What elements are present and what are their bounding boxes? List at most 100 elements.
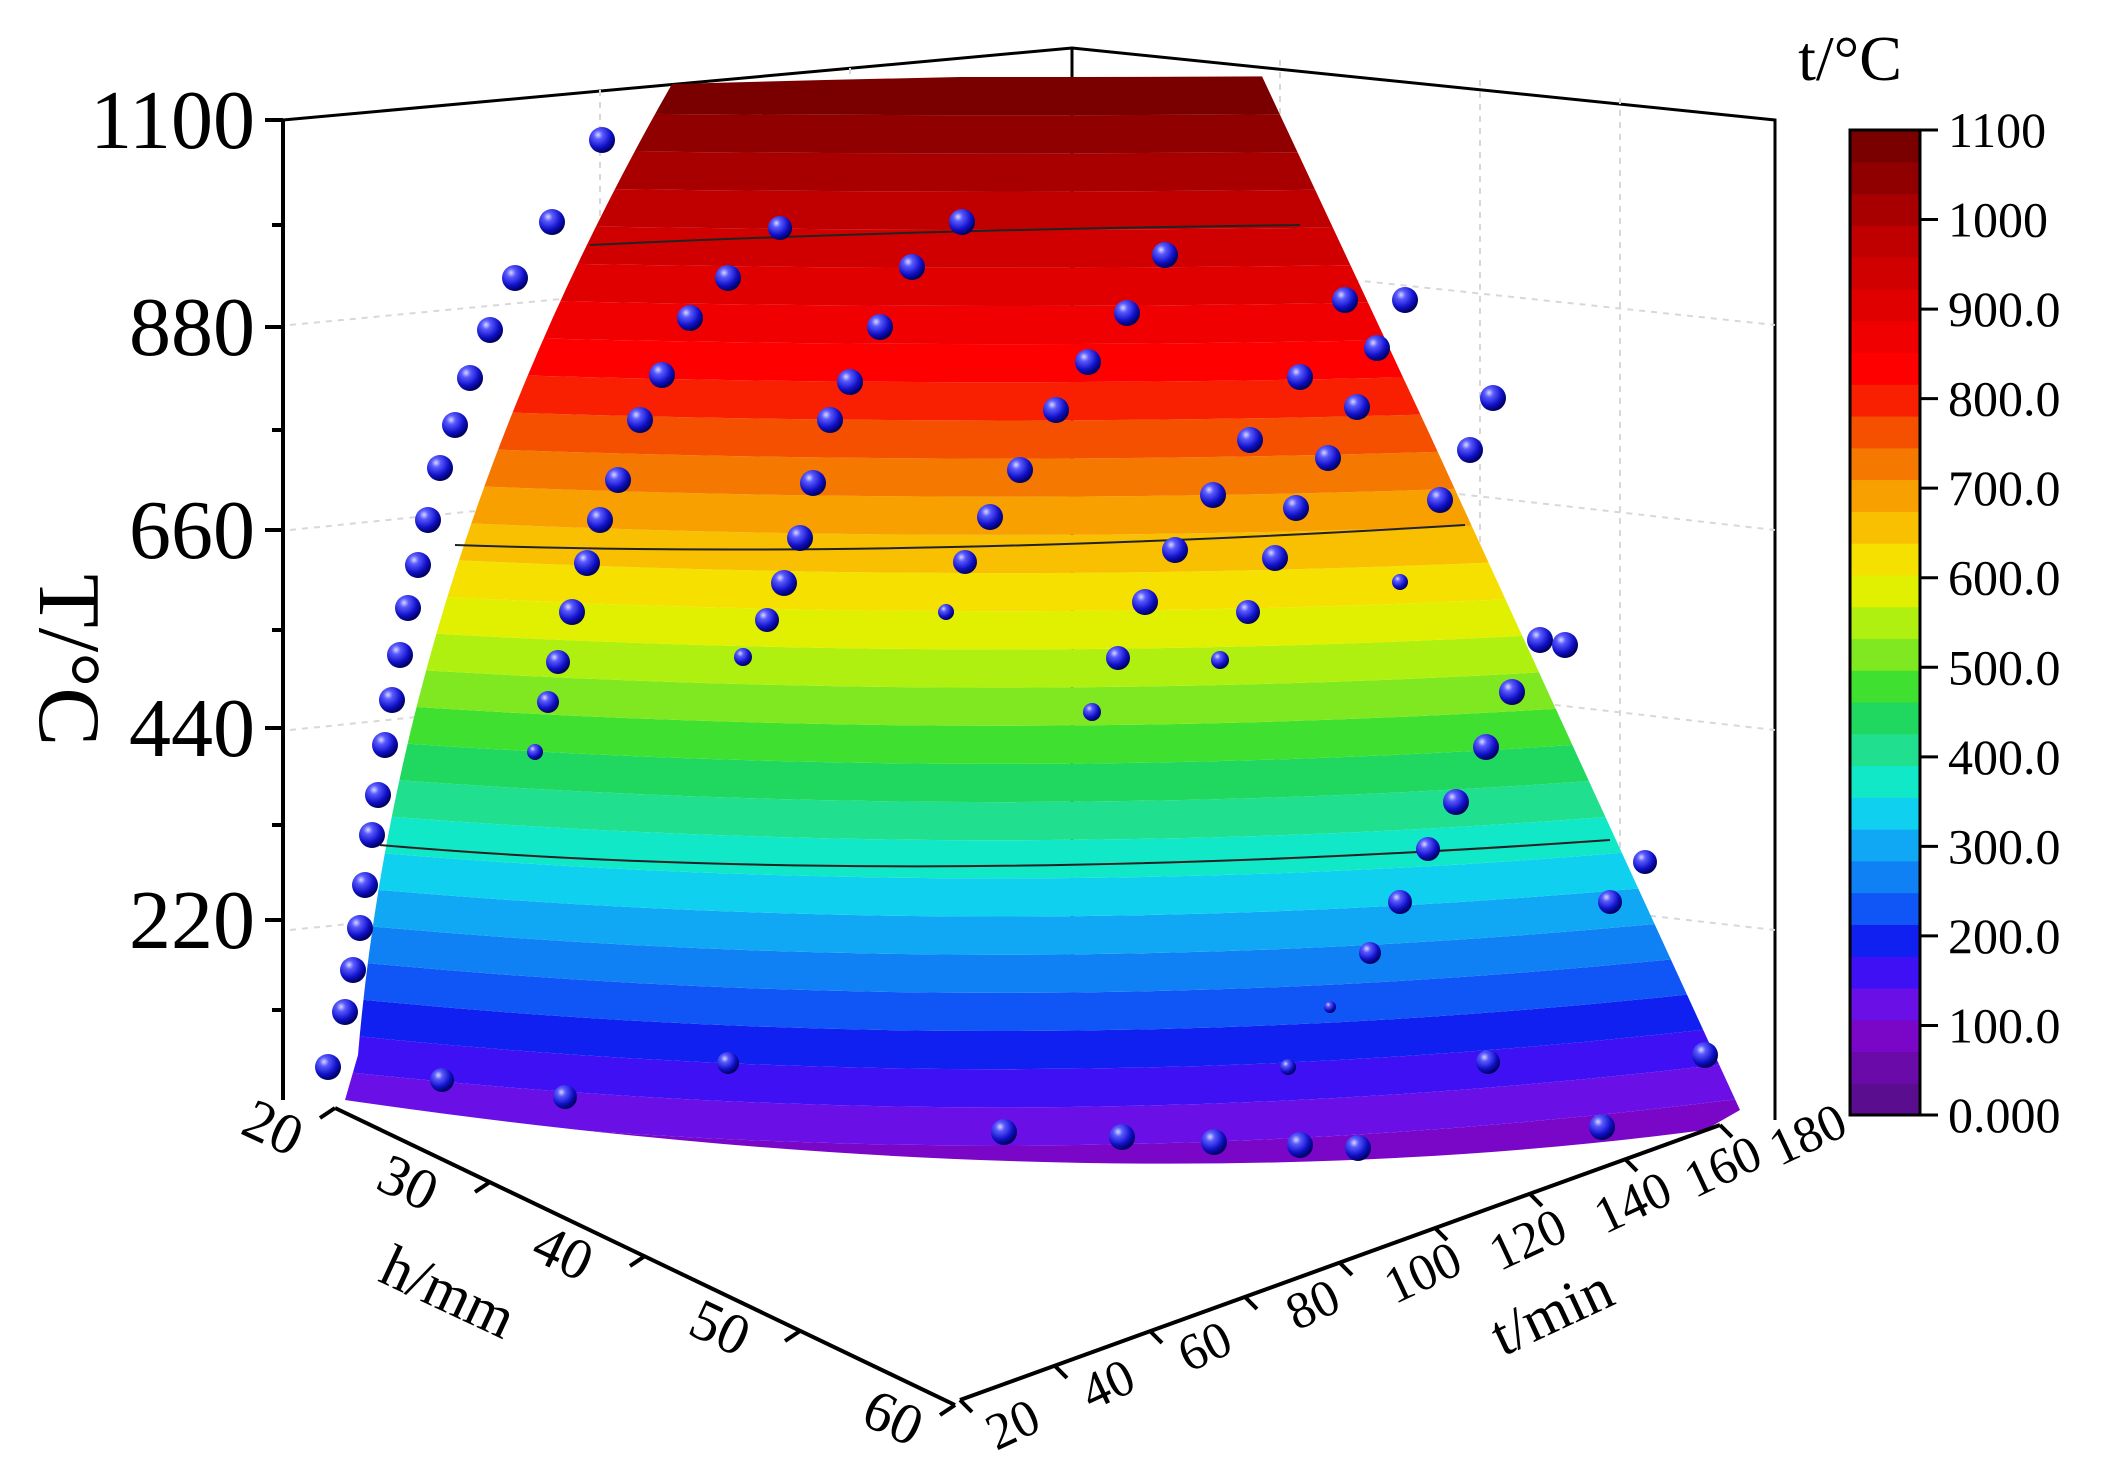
colorbar-band	[1850, 320, 1920, 354]
data-point	[1106, 646, 1130, 670]
data-point	[1633, 850, 1657, 874]
data-point	[755, 608, 779, 632]
colorbar-band	[1850, 161, 1920, 195]
data-point	[1262, 545, 1288, 571]
data-point	[1152, 242, 1178, 268]
colorbar-band	[1850, 574, 1920, 608]
data-point	[553, 1085, 577, 1109]
data-point	[1392, 574, 1408, 590]
colorbar-title: t/°C	[1798, 23, 1902, 94]
z-tick: 1100	[90, 74, 255, 167]
data-point	[359, 822, 385, 848]
colorbar-band	[1850, 987, 1920, 1021]
data-point	[837, 369, 863, 395]
data-point	[442, 412, 468, 438]
surface-band	[345, 545, 1740, 612]
data-point	[1473, 734, 1499, 760]
colorbar-tick-label: 300.0	[1948, 818, 2061, 874]
data-point	[415, 507, 441, 533]
colorbar-band	[1850, 384, 1920, 417]
colorbar-band	[1850, 892, 1920, 925]
data-point	[574, 550, 600, 576]
data-point	[1201, 1129, 1227, 1155]
colorbar-band	[1850, 701, 1920, 735]
data-point	[1416, 837, 1440, 861]
contour-lines	[379, 224, 1611, 868]
data-point	[365, 782, 391, 808]
data-point	[1162, 537, 1188, 563]
data-point	[1283, 495, 1309, 521]
colorbar-band	[1850, 415, 1920, 449]
colorbar-tick-label: 800.0	[1948, 371, 2061, 427]
data-point	[1237, 427, 1263, 453]
colorbar-band	[1850, 479, 1920, 512]
data-point	[1132, 589, 1158, 615]
data-point	[387, 642, 413, 668]
data-point	[379, 687, 405, 713]
data-point	[677, 305, 703, 331]
data-point	[1392, 287, 1418, 313]
data-point	[537, 691, 559, 713]
data-point	[717, 1052, 739, 1074]
colorbar-tick-label: 500.0	[1948, 639, 2061, 695]
surface-band	[345, 581, 1740, 650]
colorbar-band	[1850, 288, 1920, 322]
colorbar-band	[1850, 797, 1920, 830]
colorbar-ticks: 0.000 100.0 200.0 300.0 400.0 500.0 600.0 700.0…	[1920, 102, 2061, 1143]
colorbar-tick-label: 600.0	[1948, 550, 2061, 606]
surface-band	[345, 1018, 1740, 1108]
data-point	[1007, 457, 1033, 483]
colorbar-band	[1850, 606, 1920, 639]
data-point	[1332, 287, 1358, 313]
data-point	[1315, 445, 1341, 471]
data-point	[867, 314, 893, 340]
colorbar-tick-label: 0.000	[1948, 1087, 2061, 1143]
data-point	[430, 1068, 454, 1092]
colorbar-band	[1850, 1083, 1920, 1116]
colorbar-band	[1850, 1019, 1920, 1053]
z-axis: 1100 880 660 440 220 T/°C	[20, 74, 285, 1100]
data-point	[1480, 385, 1506, 411]
data-point	[605, 467, 631, 493]
data-point	[539, 209, 565, 235]
data-point	[1443, 789, 1469, 815]
colorbar-band	[1850, 543, 1920, 576]
data-point	[734, 648, 752, 666]
colorbar-bands	[1850, 130, 1920, 1116]
surface-band	[345, 945, 1740, 1032]
colorbar-tick-label: 1100	[1948, 102, 2046, 158]
data-point	[315, 1054, 341, 1080]
data-point	[502, 265, 528, 291]
colorbar-tick-label: 200.0	[1948, 908, 2061, 964]
colorbar-band	[1850, 733, 1920, 767]
data-point	[1457, 437, 1483, 463]
data-point	[352, 872, 378, 898]
colorbar-band	[1850, 956, 1920, 989]
data-point	[1109, 1124, 1135, 1150]
z-tick: 880	[129, 281, 255, 374]
data-point	[1345, 1135, 1371, 1161]
colorbar-tick-label: 1000	[1948, 192, 2048, 248]
data-point	[627, 407, 653, 433]
data-point	[1287, 364, 1313, 390]
data-point	[1692, 1042, 1718, 1068]
data-point	[1200, 482, 1226, 508]
data-point	[949, 209, 975, 235]
t-tick: 20	[977, 1388, 1048, 1462]
data-point	[1280, 1059, 1296, 1075]
surface-band	[345, 363, 1740, 421]
data-point	[340, 957, 366, 983]
surface-band	[345, 617, 1740, 688]
h-tick: 20	[233, 1086, 313, 1169]
data-points	[315, 127, 1718, 1161]
data-point	[938, 604, 954, 620]
surface-band	[345, 908, 1740, 993]
data-point	[589, 127, 615, 153]
data-point	[1287, 1132, 1313, 1158]
colorbar-band	[1850, 193, 1920, 226]
z-tick: 440	[129, 682, 255, 775]
colorbar-band	[1850, 225, 1920, 258]
data-point	[1476, 1050, 1500, 1074]
data-point	[1211, 651, 1229, 669]
